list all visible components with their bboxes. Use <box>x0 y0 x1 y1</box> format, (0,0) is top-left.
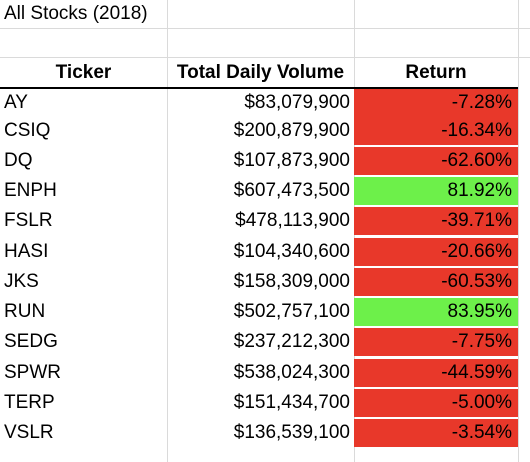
ticker-cell[interactable]: JKS <box>4 271 39 292</box>
table-row: ENPH $607,473,500 81.92% <box>0 177 530 205</box>
row-divider <box>0 28 530 29</box>
header-underline <box>0 87 518 89</box>
table-row: DQ $107,873,900 -62.60% <box>0 147 530 175</box>
table-row: VSLR $136,539,100 -3.54% <box>0 419 530 447</box>
ticker-cell[interactable]: DQ <box>4 150 33 171</box>
table-row: SEDG $237,212,300 -7.75% <box>0 328 530 356</box>
row-divider <box>0 57 530 58</box>
volume-cell[interactable]: $502,757,100 <box>233 301 350 322</box>
column-divider <box>518 0 519 462</box>
ticker-cell[interactable]: RUN <box>4 301 46 322</box>
ticker-cell[interactable]: HASI <box>4 241 49 262</box>
ticker-cell[interactable]: SPWR <box>4 362 61 383</box>
return-cell[interactable]: -44.59% <box>354 359 518 387</box>
volume-cell[interactable]: $607,473,500 <box>233 180 350 201</box>
return-cell[interactable]: -60.53% <box>354 268 518 296</box>
ticker-cell[interactable]: ENPH <box>4 180 57 201</box>
header-row: Ticker Total Daily Volume Return <box>0 59 530 87</box>
table-row: SPWR $538,024,300 -44.59% <box>0 359 530 387</box>
return-cell[interactable]: -7.28% <box>354 89 518 117</box>
header-return-cell[interactable]: Return <box>405 62 467 83</box>
volume-cell[interactable]: $237,212,300 <box>233 331 350 352</box>
volume-cell[interactable]: $538,024,300 <box>233 362 350 383</box>
ticker-cell[interactable]: CSIQ <box>4 120 51 141</box>
return-cell[interactable]: -39.71% <box>354 207 518 235</box>
table-row: RUN $502,757,100 83.95% <box>0 298 530 326</box>
ticker-cell[interactable]: VSLR <box>4 422 54 443</box>
volume-cell[interactable]: $151,434,700 <box>233 392 350 413</box>
return-cell[interactable]: -7.75% <box>354 328 518 356</box>
volume-cell[interactable]: $478,113,900 <box>235 210 350 231</box>
return-cell[interactable]: -62.60% <box>354 147 518 175</box>
table-row: JKS $158,309,000 -60.53% <box>0 268 530 296</box>
volume-cell[interactable]: $200,879,900 <box>233 120 350 141</box>
table-row: AY $83,079,900 -7.28% <box>0 89 530 117</box>
return-cell[interactable]: -5.00% <box>354 389 518 417</box>
table-row: FSLR $478,113,900 -39.71% <box>0 207 530 235</box>
volume-cell[interactable]: $83,079,900 <box>244 92 350 113</box>
ticker-cell[interactable]: AY <box>4 92 28 113</box>
header-ticker-cell[interactable]: Ticker <box>55 62 112 83</box>
return-cell[interactable]: 83.95% <box>354 298 518 326</box>
return-cell[interactable]: -16.34% <box>354 117 518 145</box>
volume-cell[interactable]: $104,340,600 <box>233 241 350 262</box>
table-row: TERP $151,434,700 -5.00% <box>0 389 530 417</box>
ticker-cell[interactable]: FSLR <box>4 210 53 231</box>
header-volume-cell[interactable]: Total Daily Volume <box>176 62 345 83</box>
sheet-title-cell[interactable]: All Stocks (2018) <box>4 3 148 24</box>
return-cell[interactable]: -20.66% <box>354 238 518 266</box>
return-cell[interactable]: -3.54% <box>354 419 518 447</box>
return-cell[interactable]: 81.92% <box>354 177 518 205</box>
column-divider <box>167 0 168 462</box>
table-row: CSIQ $200,879,900 -16.34% <box>0 117 530 145</box>
ticker-cell[interactable]: SEDG <box>4 331 58 352</box>
ticker-cell[interactable]: TERP <box>4 392 55 413</box>
volume-cell[interactable]: $107,873,900 <box>233 150 350 171</box>
volume-cell[interactable]: $136,539,100 <box>233 422 350 443</box>
table-row: HASI $104,340,600 -20.66% <box>0 238 530 266</box>
volume-cell[interactable]: $158,309,000 <box>233 271 350 292</box>
